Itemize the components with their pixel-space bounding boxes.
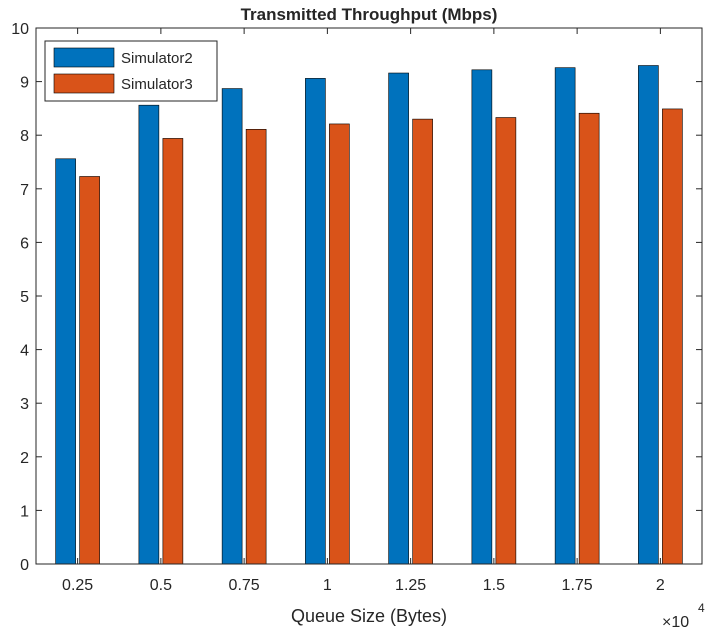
x-tick-label: 2	[656, 577, 665, 594]
legend: Simulator2 Simulator3	[44, 40, 218, 102]
y-tick-label: 3	[20, 396, 29, 413]
bar-simulator3-7	[662, 108, 683, 565]
y-tick-label: 1	[20, 503, 29, 520]
x-tick-label: 0.25	[62, 577, 93, 594]
bar-simulator3-1	[162, 138, 184, 565]
legend-label: Simulator2	[121, 50, 193, 67]
bar-simulator2-1	[138, 104, 160, 565]
y-tick-label: 7	[20, 182, 29, 199]
y-tick-label: 6	[20, 235, 29, 252]
y-tick-label: 0	[20, 557, 29, 574]
y-tick-label: 10	[11, 21, 29, 38]
bar-simulator2-5	[471, 69, 493, 565]
x-axis-label: Queue Size (Bytes)	[291, 606, 447, 626]
y-tick-label: 9	[20, 75, 29, 92]
bar-simulator2-3	[305, 78, 326, 565]
x-tick-label: 0.75	[229, 577, 260, 594]
x-exponent-base: ×10	[662, 614, 689, 630]
x-axis-ticks: 0.25 0.5 0.75 1 1.25 1.5 1.75 2	[62, 28, 665, 594]
x-tick-label: 1.5	[483, 577, 505, 594]
bar-simulator3-6	[578, 112, 600, 565]
bar-simulator3-0	[79, 176, 100, 565]
bar-simulator2-2	[221, 88, 243, 565]
bars	[55, 65, 683, 565]
legend-label: Simulator3	[121, 76, 193, 93]
bar-simulator2-4	[388, 72, 409, 565]
y-tick-label: 5	[20, 289, 29, 306]
bar-simulator3-3	[329, 123, 350, 565]
plot-frame	[35, 27, 703, 565]
x-tick-label: 1.25	[395, 577, 426, 594]
bar-simulator2-0	[55, 158, 76, 565]
x-tick-label: 1.75	[562, 577, 593, 594]
chart-title: Transmitted Throughput (Mbps)	[241, 5, 498, 24]
plot-area	[36, 28, 702, 564]
x-tick-label: 0.5	[150, 577, 172, 594]
y-tick-label: 8	[20, 128, 29, 145]
bar-simulator2-7	[638, 65, 659, 565]
legend-swatch	[53, 73, 115, 94]
y-tick-label: 4	[20, 343, 29, 360]
y-tick-label: 2	[20, 450, 29, 467]
y-axis-ticks: 0 1 2 3 4 5 6 7 8 9 10	[11, 21, 702, 574]
x-tick-label: 1	[323, 577, 332, 594]
bar-simulator3-2	[245, 129, 267, 565]
bar-simulator2-6	[554, 67, 576, 565]
bar-simulator3-4	[412, 118, 433, 565]
x-axis-exponent: ×10 4	[662, 601, 705, 630]
bar-simulator3-5	[495, 117, 517, 565]
legend-swatch	[53, 47, 115, 68]
x-exponent-power: 4	[698, 601, 705, 615]
